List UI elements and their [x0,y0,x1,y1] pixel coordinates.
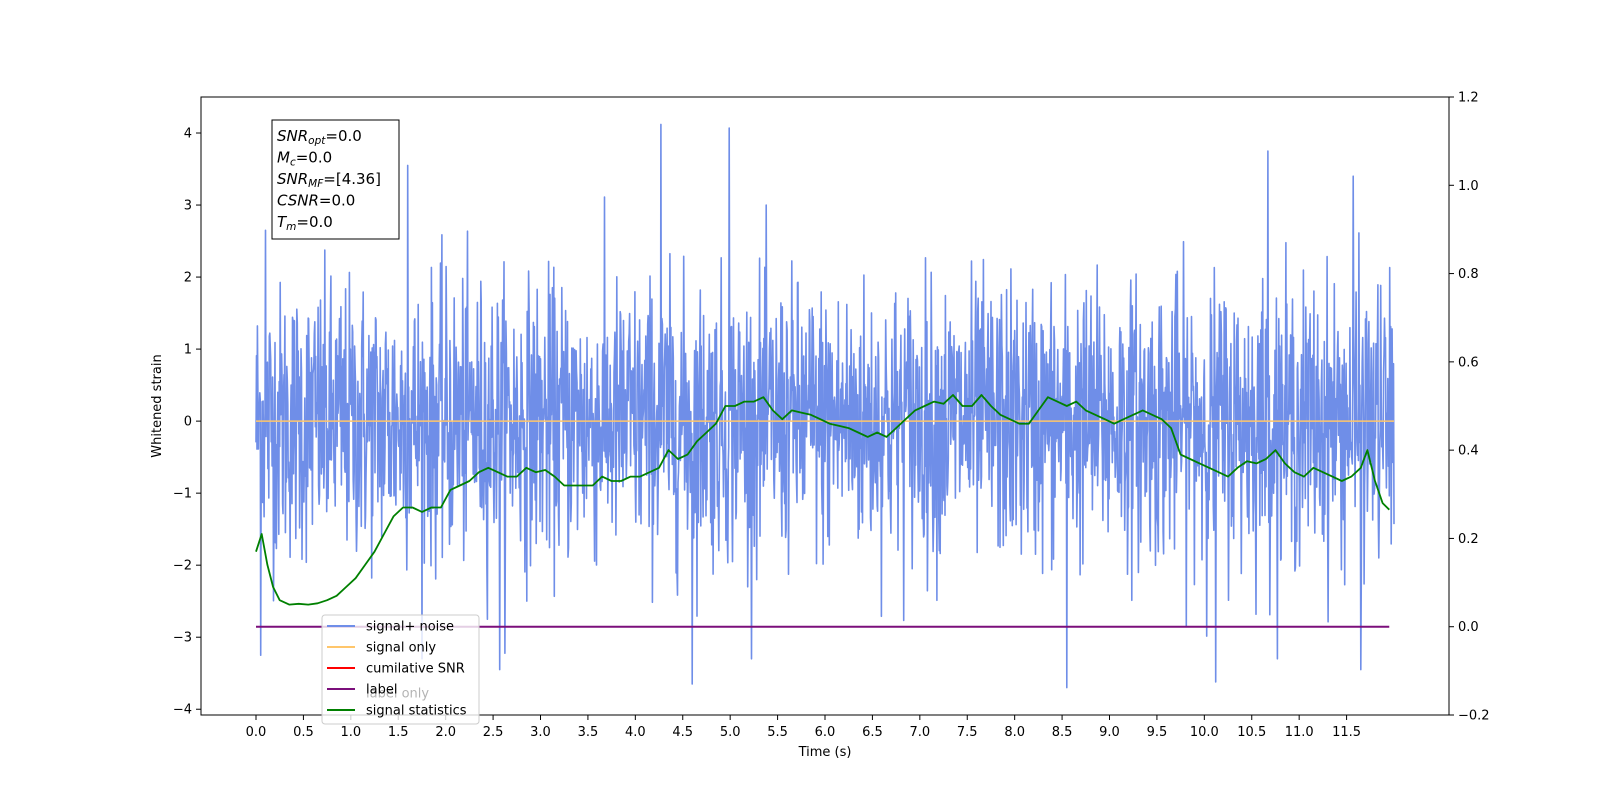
x-tick-label: 3.0 [530,725,551,740]
y-tick-label: 4 [184,127,192,142]
y-tick-label: 1 [184,343,192,358]
x-tick-label: 4.5 [672,725,693,740]
stat-line: SNRopt=0.0 [277,127,362,147]
y2-tick-label: 1.0 [1458,179,1479,194]
x-tick-label: 10.5 [1237,725,1266,740]
x-axis-label: Time (s) [798,745,852,760]
x-tick-label: 5.0 [720,725,741,740]
legend-entry: label [366,683,397,698]
stat-line: Mc=0.0 [277,149,332,169]
signal-statistics-series [255,394,1390,606]
x-tick-label: 11.5 [1332,725,1361,740]
y2-tick-label: −0.2 [1458,709,1490,724]
x-tick-label: 2.5 [483,725,504,740]
y2-tick-label: 0.6 [1458,355,1479,370]
x-tick-label: 5.5 [767,725,788,740]
x-tick-label: 0.5 [293,725,314,740]
signal-statistics-line [255,394,1390,606]
x-tick-label: 9.5 [1147,725,1168,740]
y-tick-label: 3 [184,199,192,214]
x-tick-label: 7.5 [957,725,978,740]
x-tick-label: 11.0 [1285,725,1314,740]
x-tick-label: 0.0 [246,725,267,740]
y2-tick-label: 0.2 [1458,532,1479,547]
y2-tick-label: 0.4 [1458,444,1479,459]
y2-tick-label: 1.2 [1458,91,1479,106]
x-tick-label: 2.0 [435,725,456,740]
y-tick-label: −4 [173,703,192,718]
legend-entry: cumilative SNR [366,662,465,677]
x-tick-label: 1.5 [388,725,409,740]
x-tick-label: 1.0 [340,725,361,740]
left-y-axis: −4 −3 −2 −1 0 1 2 3 4 [173,127,201,718]
x-tick-label: 6.0 [815,725,836,740]
x-axis: 0.0 0.5 1.0 1.5 2.0 2.5 3.0 3.5 4.0 4.5 5.0 5.5 6.0 6… [246,715,1361,740]
y-tick-label: 0 [184,415,192,430]
legend-ghost-text: label only [366,687,429,702]
legend: signal+ noise signal only cumilative SNR la… [321,614,480,725]
legend-entry: signal+ noise [366,620,454,635]
stat-line: Tm=0.0 [277,213,333,233]
x-tick-label: 8.5 [1052,725,1073,740]
y-tick-label: −1 [173,487,192,502]
stat-line: CSNR=0.0 [277,192,355,210]
x-tick-label: 9.0 [1099,725,1120,740]
signal-noise-series [255,123,1395,689]
y-tick-label: −3 [173,631,192,646]
x-tick-label: 8.0 [1004,725,1025,740]
x-tick-label: 3.5 [578,725,599,740]
y-tick-label: 2 [184,271,192,286]
x-tick-label: 6.5 [862,725,883,740]
x-tick-label: 10.0 [1190,725,1219,740]
signal-noise-line [255,123,1395,689]
legend-entry: signal only [366,641,436,656]
y2-tick-label: 0.0 [1458,620,1479,635]
x-tick-label: 7.0 [909,725,930,740]
right-y-axis: −0.2 0.0 0.2 0.4 0.6 0.8 1.0 1.2 [1449,91,1490,724]
x-tick-label: 4.0 [625,725,646,740]
y-tick-label: −2 [173,559,192,574]
y2-tick-label: 0.8 [1458,267,1479,282]
stat-line: SNRMF=[4.36] [277,170,381,190]
legend-entry: signal statistics [366,704,467,719]
y-axis-label: Whitened strain [150,354,165,457]
